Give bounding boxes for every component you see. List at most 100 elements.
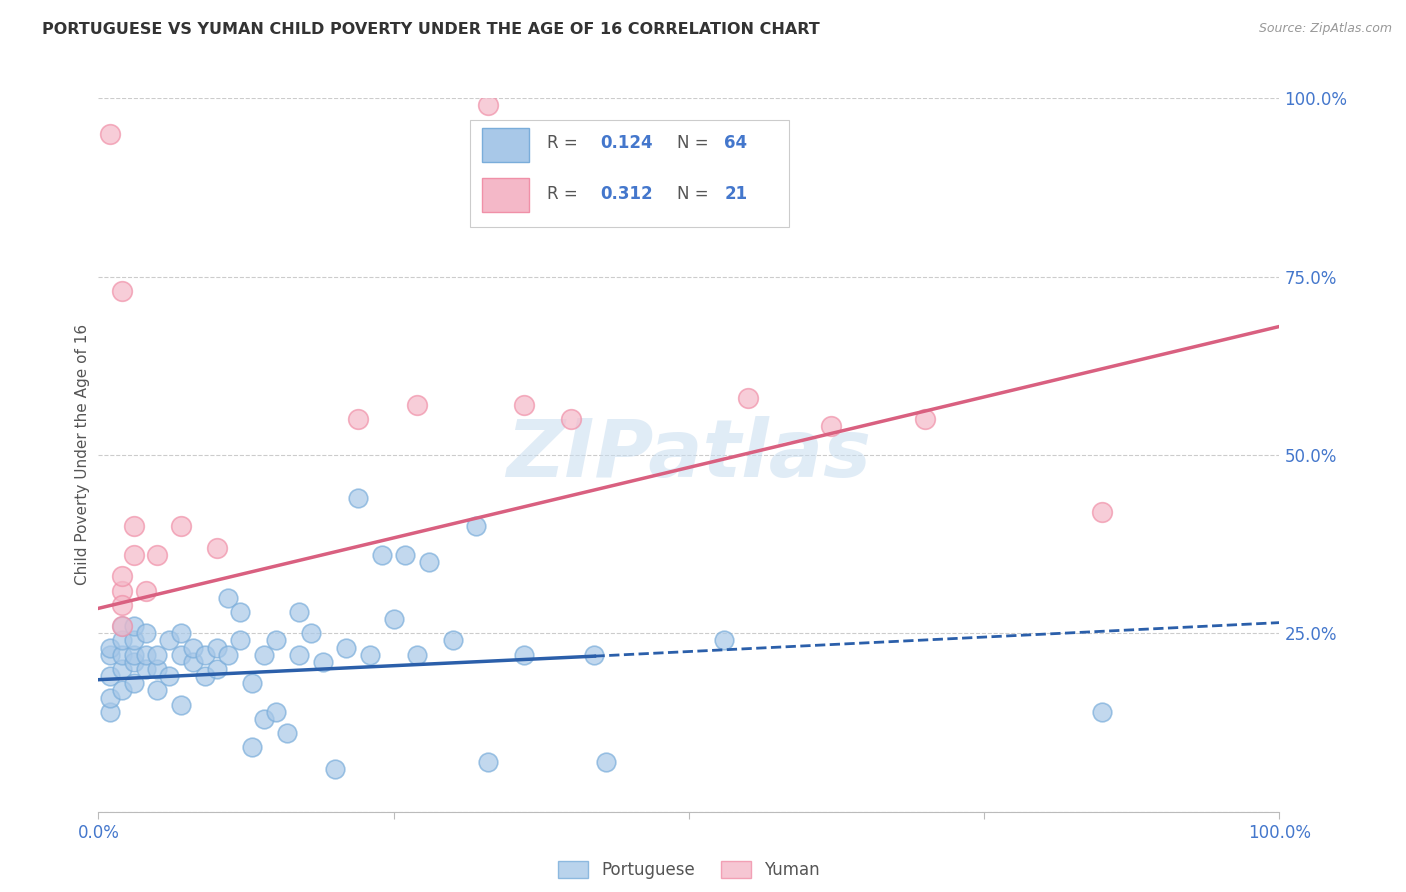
Point [98, 705, 121, 719]
Point [146, 683, 169, 698]
Point [181, 655, 204, 669]
Point [477, 98, 499, 112]
Point [560, 412, 582, 426]
Text: N =: N = [678, 186, 709, 203]
Point [205, 640, 228, 655]
Point [240, 740, 263, 755]
Text: 21: 21 [724, 186, 748, 203]
Point [111, 583, 134, 598]
Point [240, 676, 263, 690]
Point [394, 548, 416, 562]
Point [111, 598, 134, 612]
FancyBboxPatch shape [482, 128, 530, 162]
Point [253, 648, 276, 662]
FancyBboxPatch shape [471, 120, 789, 227]
Point [111, 619, 134, 633]
Point [217, 591, 239, 605]
Point [441, 633, 464, 648]
Point [288, 648, 311, 662]
Text: R =: R = [547, 186, 583, 203]
Point [122, 619, 145, 633]
Point [170, 626, 193, 640]
Y-axis label: Child Poverty Under the Age of 16: Child Poverty Under the Age of 16 [75, 325, 90, 585]
Text: 0.124: 0.124 [600, 134, 652, 152]
Point [323, 762, 346, 776]
Point [229, 605, 252, 619]
Point [347, 491, 370, 505]
Point [98, 127, 121, 141]
Point [111, 619, 134, 633]
Point [135, 583, 157, 598]
Text: R =: R = [547, 134, 583, 152]
Point [157, 669, 180, 683]
Point [737, 391, 759, 405]
Point [170, 519, 193, 533]
Point [194, 648, 217, 662]
Text: 0.312: 0.312 [600, 186, 652, 203]
Text: 64: 64 [724, 134, 748, 152]
Point [146, 662, 169, 676]
Point [146, 648, 169, 662]
Point [111, 569, 134, 583]
Point [253, 712, 276, 726]
Point [170, 648, 193, 662]
Point [181, 640, 204, 655]
Point [406, 648, 429, 662]
Text: ZIPatlas: ZIPatlas [506, 416, 872, 494]
Point [111, 662, 134, 676]
Text: N =: N = [678, 134, 709, 152]
Point [229, 633, 252, 648]
Point [111, 683, 134, 698]
Point [205, 541, 228, 555]
Point [135, 626, 157, 640]
Point [382, 612, 405, 626]
Point [583, 648, 606, 662]
Point [595, 755, 617, 769]
Point [347, 412, 370, 426]
Point [111, 648, 134, 662]
Point [264, 633, 287, 648]
Point [194, 669, 217, 683]
Point [157, 633, 180, 648]
Point [205, 662, 228, 676]
Point [98, 648, 121, 662]
Legend: Portuguese, Yuman: Portuguese, Yuman [551, 854, 827, 886]
Point [276, 726, 298, 740]
Point [122, 548, 145, 562]
Point [98, 690, 121, 705]
Point [1091, 505, 1114, 519]
Point [217, 648, 239, 662]
Point [512, 648, 534, 662]
Point [465, 519, 488, 533]
Point [820, 419, 842, 434]
Point [1091, 705, 1114, 719]
Point [111, 284, 134, 298]
Point [477, 755, 499, 769]
Point [135, 662, 157, 676]
FancyBboxPatch shape [482, 178, 530, 212]
Point [98, 669, 121, 683]
Point [122, 655, 145, 669]
Point [406, 398, 429, 412]
Point [359, 648, 381, 662]
Point [914, 412, 936, 426]
Point [418, 555, 440, 569]
Point [512, 398, 534, 412]
Point [170, 698, 193, 712]
Point [713, 633, 735, 648]
Point [299, 626, 322, 640]
Point [122, 676, 145, 690]
Point [312, 655, 335, 669]
Point [122, 633, 145, 648]
Text: PORTUGUESE VS YUMAN CHILD POVERTY UNDER THE AGE OF 16 CORRELATION CHART: PORTUGUESE VS YUMAN CHILD POVERTY UNDER … [42, 22, 820, 37]
Point [335, 640, 357, 655]
Point [122, 648, 145, 662]
Point [288, 605, 311, 619]
Point [146, 548, 169, 562]
Point [111, 633, 134, 648]
Point [135, 648, 157, 662]
Point [122, 519, 145, 533]
Text: Source: ZipAtlas.com: Source: ZipAtlas.com [1258, 22, 1392, 36]
Point [98, 640, 121, 655]
Point [371, 548, 394, 562]
